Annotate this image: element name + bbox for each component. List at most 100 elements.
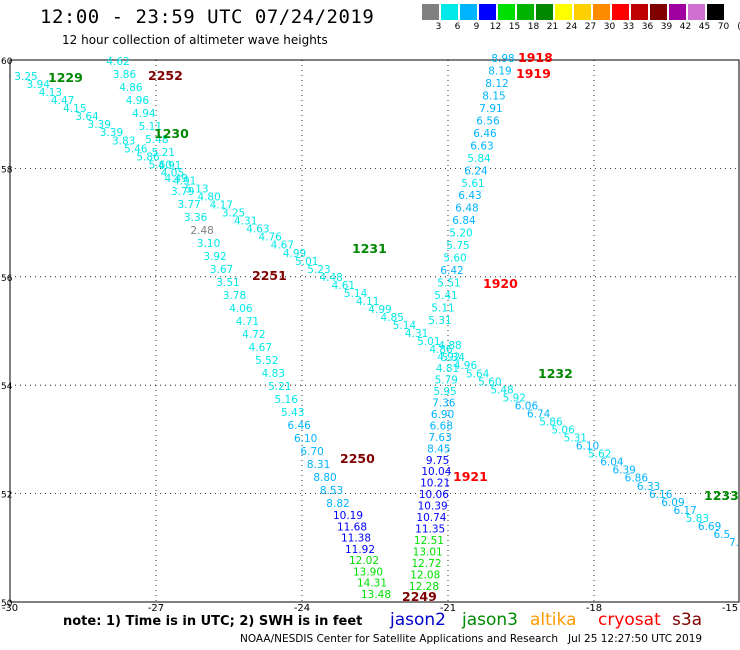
color-swatch	[460, 4, 477, 20]
wave-height-reading: 5.64	[466, 368, 490, 380]
color-swatch	[631, 4, 648, 20]
wave-height-reading: 4.48	[319, 272, 342, 284]
color-scale-label: 70	[717, 22, 730, 32]
wave-height-reading: 4.13	[39, 87, 62, 99]
color-scale-unit: (ft)	[732, 22, 740, 32]
pass-time-labels: 1229 1230 1231 1232 1233 2252 2251 2250 2249 1918…	[48, 50, 739, 604]
wave-height-reading: 5.46	[124, 143, 148, 155]
wave-height-reading: 5.75	[446, 240, 469, 252]
lat-tick-label: 58	[1, 165, 13, 175]
color-swatch	[441, 4, 458, 20]
wave-height-reading: 6.5	[713, 529, 730, 541]
wave-height-reading: 4.94	[132, 108, 156, 120]
wave-height-reading: 5.01	[417, 336, 440, 348]
wave-height-reading: 4.49	[165, 173, 188, 185]
color-scale-label: 33	[622, 22, 635, 32]
color-swatch	[707, 4, 724, 20]
color-scale-label: 21	[546, 22, 559, 32]
wave-height-reading: 3.83	[112, 135, 135, 147]
pass-time-label: 1230	[154, 126, 189, 141]
color-swatch	[650, 4, 667, 20]
wave-height-reading: 5.62	[588, 449, 611, 461]
color-swatch	[593, 4, 610, 20]
wave-height-reading: 12.28	[409, 581, 439, 593]
pass-time-label: 1229	[48, 70, 83, 85]
wave-height-reading: 4.91	[173, 175, 196, 187]
wave-height-reading: 5.14	[344, 288, 368, 300]
units-note: note: 1) Time is in UTC; 2) SWH is in fe…	[63, 614, 363, 629]
wave-height-reading: 8.45	[427, 443, 450, 455]
page-subtitle: 12 hour collection of altimeter wave hei…	[62, 33, 328, 47]
wave-height-reading: 4.31	[234, 216, 257, 228]
wave-height-reading: 2.48	[190, 225, 213, 237]
wave-height-reading: 4.76	[258, 232, 282, 244]
axis-tick-labels: -30 -27 -24 -21 -18 -15 50 52 54 56 58 60	[1, 57, 738, 614]
wave-height-reading: 4.11	[356, 296, 379, 308]
lon-tick-label: -30	[2, 603, 18, 614]
pass-time-label: 2251	[252, 268, 287, 283]
color-scale-label: 24	[565, 22, 578, 32]
lat-tick-label: 56	[1, 274, 13, 284]
wave-height-reading: 8.98	[491, 53, 514, 65]
wave-height-reading: 5.84	[467, 153, 491, 165]
pass-time-label: 1919	[516, 66, 551, 81]
wave-height-reading: 3.64	[75, 111, 99, 123]
wave-height-reading: 6.39	[612, 465, 635, 477]
wave-height-reading: 11.35	[415, 524, 445, 536]
pass-time-label: 2252	[148, 68, 183, 83]
wave-height-reading: 4.05	[161, 167, 184, 179]
pass-time-label: 1921	[453, 469, 488, 484]
wave-height-reading: 6.16	[649, 489, 673, 501]
color-scale-label: 18	[527, 22, 540, 32]
wave-height-reading: 13.01	[413, 547, 443, 559]
wave-height-reading: 6.74	[527, 408, 551, 420]
page-title: 12:00 - 23:59 UTC 07/24/2019	[40, 6, 375, 28]
wave-height-reading: 7.91	[479, 103, 502, 115]
color-scale-label: 3	[435, 22, 442, 32]
wave-height-reading: 3.79	[171, 186, 194, 198]
wave-height-reading: 10.74	[416, 512, 446, 524]
wave-height-reading: 4.72	[242, 329, 265, 341]
wave-height-reading: 6.46	[287, 420, 311, 432]
wave-height-reading: 3.92	[203, 251, 226, 263]
color-swatch	[517, 4, 534, 20]
wave-height-reading: 6.48	[455, 203, 478, 215]
color-swatch	[479, 4, 496, 20]
wave-height-reading: 5.86	[136, 151, 160, 163]
wave-height-reading: 5.31	[564, 433, 587, 445]
wave-height-reading: 4.88	[438, 340, 461, 352]
wave-height-reading: 5.34	[442, 352, 466, 364]
wave-height-reading: 4.86	[119, 82, 143, 94]
wave-height-reading: 6.10	[576, 441, 599, 453]
color-swatch	[498, 4, 515, 20]
wave-height-reading: 8.53	[320, 485, 343, 497]
wave-height-reading: 5.43	[281, 407, 304, 419]
wave-height-reading: 4.96	[126, 95, 150, 107]
wave-height-reading: 3.39	[100, 127, 123, 139]
wave-height-reading: 4.63	[246, 224, 269, 236]
wave-height-reading: 5.61	[461, 178, 484, 190]
pass-time-label: 1232	[538, 366, 573, 381]
wave-height-reading: 5.31	[428, 315, 451, 327]
wave-height-reading: 8.80	[313, 472, 336, 484]
lon-tick-label: -24	[294, 603, 310, 614]
wave-height-reading: 4.31	[405, 328, 428, 340]
wave-height-reading: 8.15	[482, 90, 505, 102]
wave-height-reading: 5.41	[434, 290, 457, 302]
wave-height-reading: 6.70	[300, 446, 323, 458]
wave-height-reading: 3.25	[14, 71, 37, 83]
wave-height-reading: 3.86	[113, 69, 137, 81]
color-scale-label: 45	[698, 22, 711, 32]
wave-height-reading: 5.51	[437, 278, 460, 290]
color-swatch	[574, 4, 591, 20]
wave-height-reading: 4.96	[454, 360, 478, 372]
wave-height-reading: 6.24	[464, 165, 488, 177]
wave-height-reading: 7.63	[428, 432, 451, 444]
wave-height-reading: 4.61	[332, 280, 355, 292]
wave-height-reading: 5.11	[431, 303, 454, 315]
wave-height-reading: 4.17	[210, 200, 233, 212]
pass-time-label: 2249	[402, 589, 437, 604]
wave-height-reading: 11.38	[341, 533, 371, 545]
wave-height-reading: 4.15	[63, 103, 86, 115]
